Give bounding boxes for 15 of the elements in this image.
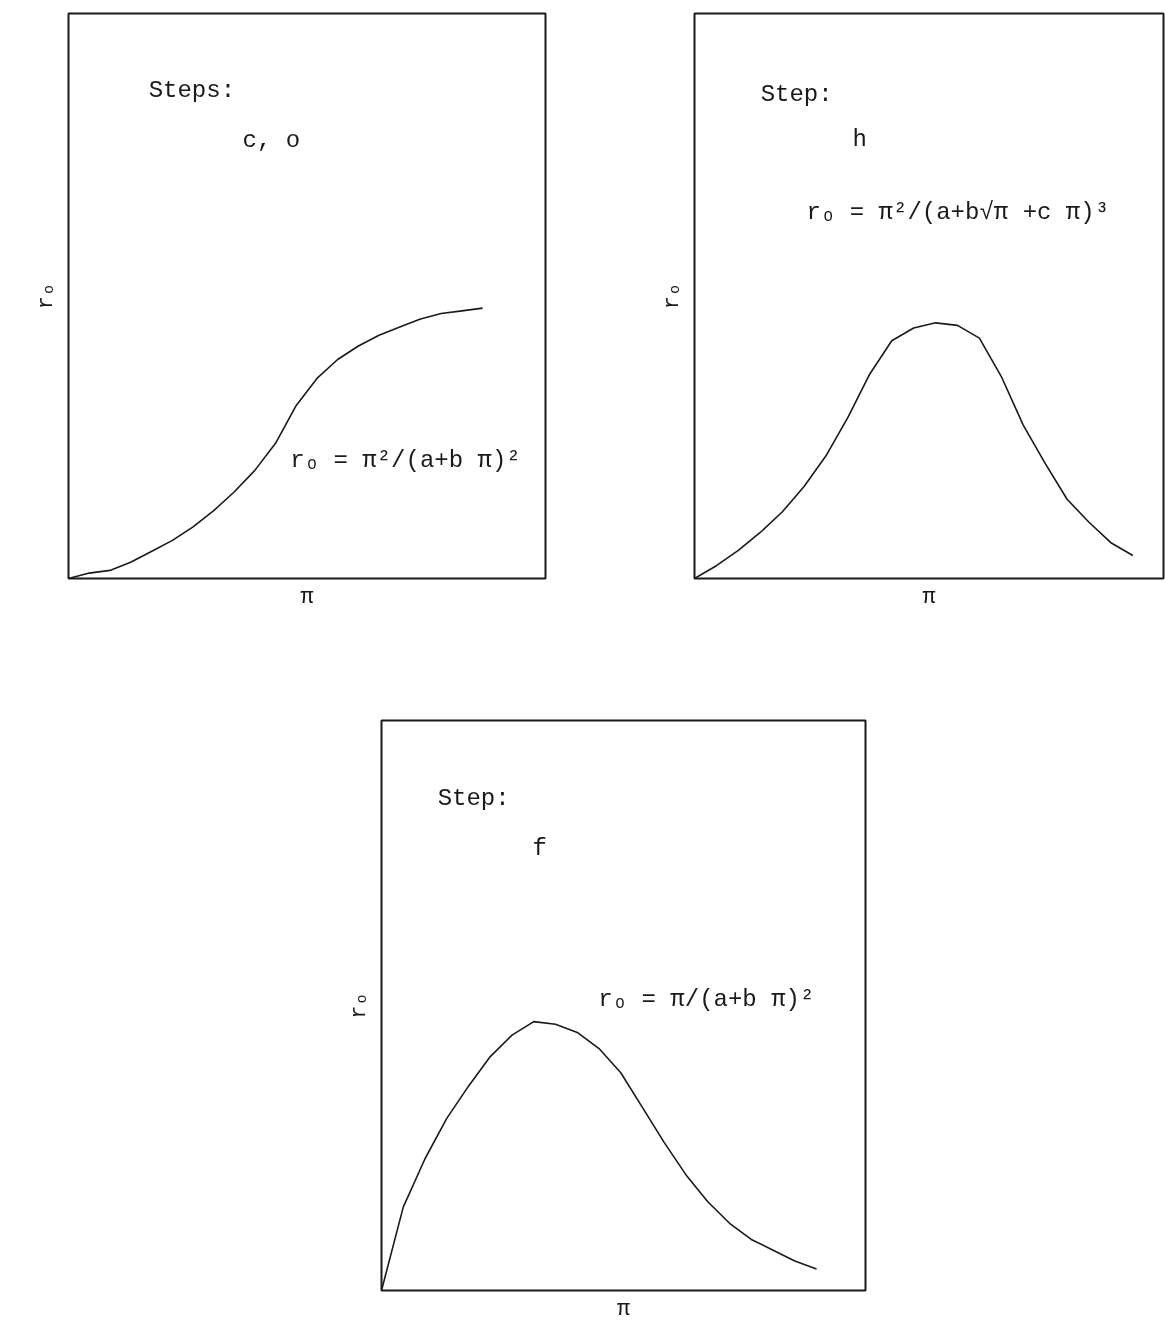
text: rₒ = π/(a+b π)²	[598, 986, 815, 1014]
text: c, o	[242, 126, 301, 154]
x-axis-title: π	[300, 584, 314, 610]
y-axis-title: rₒ	[33, 282, 59, 310]
text: Steps:	[148, 77, 236, 105]
text: f	[532, 834, 547, 862]
x-axis-title: π	[922, 584, 936, 610]
x-axis-title: π	[616, 1296, 631, 1322]
text: rₒ = π²/(a+b√π +c π)³	[806, 198, 1110, 226]
text: Step:	[760, 80, 833, 108]
annotation: rₒ = π²/(a+b π)²	[290, 447, 521, 475]
text: h	[852, 126, 867, 153]
text: Step:	[437, 785, 510, 813]
y-axis-title: rₒ	[346, 992, 372, 1019]
y-axis-title: rₒ	[659, 282, 685, 310]
